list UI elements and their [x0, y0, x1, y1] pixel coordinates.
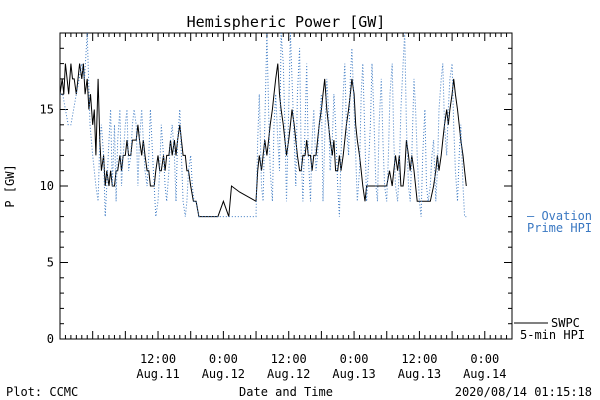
legend-label-swpc-line1: SWPC [551, 316, 580, 330]
y-axis-label: P [GW] [3, 164, 17, 207]
series-layer [59, 32, 467, 218]
y-tick-label: 10 [40, 179, 54, 193]
x-tick-label: 0:00 [340, 352, 369, 366]
x-tick-label: 12:00 [271, 352, 307, 366]
chart-title: Hemispheric Power [GW] [187, 13, 386, 31]
x-tick-label: 0:00 [470, 352, 499, 366]
y-axis-ticks: 0 5 10 15 [40, 32, 512, 346]
x-tick-label: 0:00 [209, 352, 238, 366]
x-tick-date-label: Aug.13 [332, 367, 375, 381]
x-tick-date-label: Aug.12 [202, 367, 245, 381]
x-tick-date-label: Aug.11 [136, 367, 179, 381]
legend-label-ovation-line2: Prime HPI [527, 221, 592, 235]
x-tick-date-label: Aug.13 [398, 367, 441, 381]
legend-label-ovation-line1: – Ovation [527, 209, 592, 223]
x-tick-label: 12:00 [401, 352, 437, 366]
timestamp: 2020/08/14 01:15:18 [455, 385, 592, 399]
legend-label-swpc-line2: 5-min HPI [520, 328, 585, 342]
x-axis-label: Date and Time [239, 385, 333, 399]
x-axis-ticks: 12:00Aug.110:00Aug.1212:00Aug.120:00Aug.… [59, 33, 513, 381]
x-tick-date-label: Aug.12 [267, 367, 310, 381]
plot-credit: Plot: CCMC [6, 385, 78, 399]
x-tick-label: 12:00 [140, 352, 176, 366]
y-tick-label: 15 [40, 103, 54, 117]
x-tick-date-label: Aug.14 [463, 367, 506, 381]
y-tick-label: 0 [47, 332, 54, 346]
series-line-ovation [60, 32, 467, 218]
series-line-swpc [59, 63, 467, 218]
y-tick-label: 5 [47, 256, 54, 270]
